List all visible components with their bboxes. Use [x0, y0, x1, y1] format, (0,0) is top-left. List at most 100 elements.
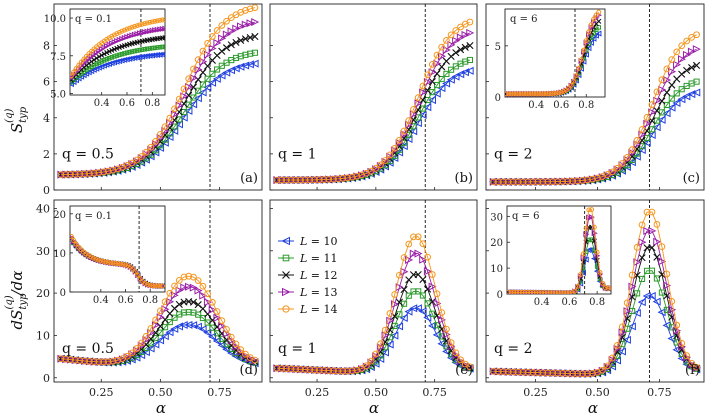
inset-a-point-4 [73, 65, 79, 71]
inset-a-point-1 [150, 45, 155, 51]
inset-c-ytick-label: 0 [495, 93, 501, 104]
legend-entry-1: L = 11 [299, 252, 338, 265]
panel-f-frame [485, 199, 705, 383]
panel-c-point-4 [623, 153, 631, 161]
panel-b-point-3 [395, 138, 404, 147]
panel-b-point-4 [353, 172, 361, 180]
inset-f-point-4 [602, 285, 608, 291]
panel-a-point-4 [251, 4, 259, 11]
inset-a-xtick-label: 0.6 [119, 98, 135, 109]
panel-a-point-4 [208, 33, 216, 40]
panel-label-e: (e) [455, 363, 473, 378]
panel-e-point-0 [371, 359, 380, 368]
inset-f-point-4 [580, 251, 586, 257]
panel-d-point-1 [209, 324, 216, 331]
inset-c-point-4 [533, 91, 539, 97]
panel-f-point-4 [633, 244, 641, 251]
inset-a-point-0 [159, 51, 165, 58]
panel-f-point-3 [628, 282, 637, 291]
panel-b-point-3 [400, 130, 409, 139]
inset-c-point-4 [556, 90, 562, 96]
panel-c-point-4 [504, 178, 512, 186]
panel-a-point-3 [251, 18, 260, 27]
panel-e-point-0 [427, 321, 437, 330]
inset-a-point-1 [162, 44, 165, 49]
inset-a-point-1 [122, 51, 127, 56]
inset-f-point-4 [522, 289, 528, 294]
panel-c-point-4 [658, 76, 666, 84]
inset-a-point-1 [132, 48, 137, 54]
inset-a-ytick-label: 5.0 [50, 89, 66, 100]
panel-d-point-3 [227, 336, 236, 345]
inset-a-point-0 [146, 52, 153, 59]
inset-d-ytick-label: 10 [53, 249, 66, 260]
panel-a-point-0 [160, 138, 169, 147]
inset-a-point-0 [154, 51, 161, 58]
inset-f-point-4 [605, 285, 611, 291]
panel-c-point-4 [584, 176, 591, 184]
inset-a-point-4 [134, 23, 140, 29]
panel-b-point-0 [451, 72, 460, 81]
panel-a-ytick-label: 4 [43, 112, 50, 125]
inset-d-xtick-label: 0.8 [142, 295, 158, 306]
panel-a-point-0 [226, 66, 235, 75]
inset-f-ytick-label: 10 [490, 264, 503, 275]
panel-d-point-4 [67, 356, 74, 364]
panel-e-point-0 [413, 304, 422, 313]
panel-b-point-4 [292, 176, 300, 184]
inset-a-point-4 [147, 19, 153, 25]
inset-c-point-4 [546, 91, 552, 97]
panel-b-frame [269, 3, 478, 191]
inset-a-point-4 [71, 69, 77, 75]
inset-f-point-4 [597, 269, 603, 275]
inset-a-point-4 [142, 21, 148, 27]
inset-f-point-4 [553, 290, 559, 294]
inset-d-point-4 [155, 283, 161, 289]
inset-a-point-0 [149, 52, 156, 59]
inset-d-ytick-label: 20 [53, 210, 66, 221]
panel-b-point-1 [424, 96, 431, 104]
panel-d-point-0 [189, 321, 198, 330]
panel-a-point-3 [156, 133, 165, 142]
panel-e-point-1 [419, 292, 426, 299]
panel-d-point-4 [166, 289, 174, 297]
inset-f-ytick-label: 30 [490, 212, 503, 223]
inset-c-point-4 [543, 91, 549, 97]
inset-f-point-4 [547, 290, 553, 294]
panel-c-point-4 [648, 101, 656, 109]
panel-f-point-3 [648, 226, 657, 235]
panel-a-point-4 [86, 170, 93, 177]
bottom-row-ylabel: dStyp(q)/dα [4, 271, 29, 330]
panel-c-point-4 [529, 178, 537, 186]
panel-c-point-0 [652, 123, 661, 132]
inset-a-point-4 [121, 27, 127, 33]
panel-f-point-1 [653, 275, 660, 282]
panel-d-point-4 [242, 350, 249, 358]
panel-d-point-1 [157, 329, 164, 336]
panel-b-point-0 [409, 127, 418, 136]
panel-a-point-4 [166, 114, 174, 122]
inset-d-point-4 [125, 263, 131, 269]
panel-c-point-3 [678, 55, 687, 64]
panel-d-point-0 [156, 336, 165, 345]
inset-f-point-4 [600, 280, 606, 286]
inset-c-point-4 [573, 73, 579, 79]
panel-b-point-4 [386, 151, 394, 159]
panel-c-point-1 [663, 101, 670, 109]
inset-f-point-4 [561, 290, 567, 294]
panel-a-point-4 [142, 148, 150, 156]
panel-d-point-0 [165, 328, 174, 337]
inset-f-point-4 [572, 288, 578, 294]
panel-d-point-0 [208, 332, 217, 341]
inset-f-point-4 [507, 289, 511, 294]
panel-c-point-4 [589, 175, 596, 183]
panel-d-point-2 [175, 300, 183, 309]
inset-f-point-4 [591, 224, 597, 230]
inset-d-point-4 [152, 283, 158, 289]
panel-b-point-3 [452, 36, 461, 45]
panel-e-point-4 [405, 240, 413, 248]
panel-a-point-0 [174, 120, 183, 129]
inset-d-point-4 [120, 261, 126, 267]
panel-b-point-4 [283, 176, 290, 184]
legend-entry-4: L = 14 [299, 303, 338, 316]
